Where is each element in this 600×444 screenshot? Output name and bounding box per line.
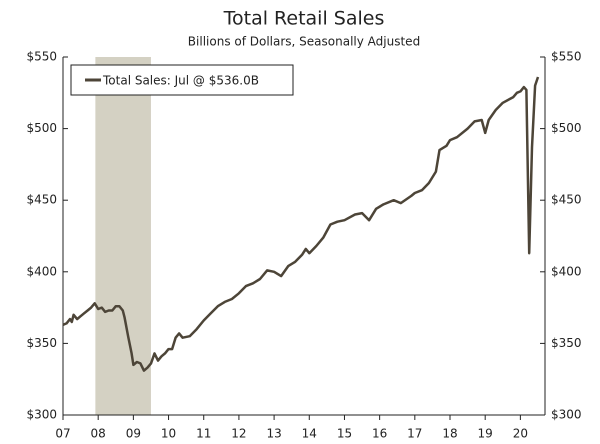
y2-tick-label: $550 [551,50,582,64]
x-tick-label: 19 [478,427,493,441]
legend-label: Total Sales: Jul @ $536.0B [102,74,259,88]
x-tick-label: 11 [196,427,211,441]
y2-tick-label: $500 [551,121,582,135]
x-tick-label: 17 [407,427,422,441]
x-tick-label: 14 [302,427,317,441]
x-tick-label: 09 [126,427,141,441]
y2-tick-label: $450 [551,193,582,207]
y-tick-label: $350 [26,336,57,350]
chart-subtitle: Billions of Dollars, Seasonally Adjusted [188,35,420,49]
y-tick-label: $400 [26,264,57,278]
y2-tick-label: $400 [551,264,582,278]
x-tick-label: 15 [337,427,352,441]
x-tick-label: 12 [231,427,246,441]
y2-tick-label: $350 [551,336,582,350]
y-tick-label: $300 [26,408,57,422]
x-tick-label: 16 [372,427,387,441]
x-tick-label: 13 [266,427,281,441]
y2-tick-label: $300 [551,408,582,422]
y-tick-label: $450 [26,193,57,207]
recession-band [95,57,151,415]
y-tick-label: $500 [26,121,57,135]
x-tick-label: 10 [161,427,176,441]
x-tick-label: 18 [442,427,457,441]
chart-title: Total Retail Sales [223,8,385,30]
x-tick-label: 08 [91,427,106,441]
x-tick-label: 07 [55,427,70,441]
series-line [62,76,540,372]
legend-box [70,64,294,96]
x-tick-label: 20 [513,427,528,441]
y-tick-label: $550 [26,50,57,64]
